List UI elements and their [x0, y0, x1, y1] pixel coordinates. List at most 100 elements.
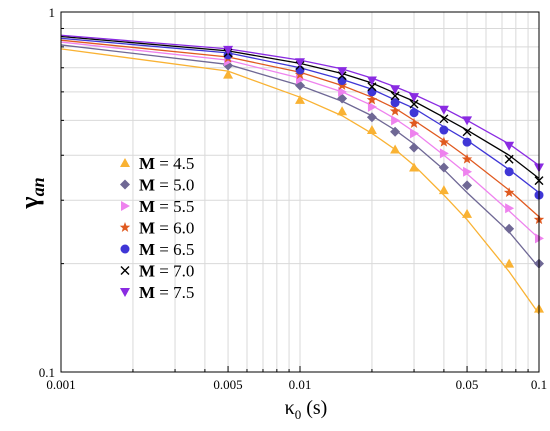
- data-point: [438, 136, 450, 147]
- legend-marker: [119, 222, 131, 232]
- legend-label-bold: M: [139, 176, 155, 195]
- legend-label-rest: = 5.5: [155, 197, 194, 216]
- data-point: [463, 166, 473, 177]
- data-point: [223, 69, 234, 79]
- data-point: [409, 99, 419, 109]
- legend-marker: [120, 288, 130, 297]
- x-axis-title-unit: (s): [301, 397, 327, 419]
- legend-label: M = 5.5: [139, 197, 194, 216]
- data-point: [410, 128, 420, 139]
- data-point: [462, 208, 473, 218]
- data-point: [462, 127, 472, 137]
- legend-marker: [120, 266, 130, 275]
- y-tick-label: 0.1: [39, 365, 55, 380]
- data-point: [439, 125, 449, 135]
- data-point: [295, 94, 305, 104]
- data-point: [504, 141, 515, 151]
- legend-item: M = 4.5: [120, 154, 194, 173]
- legend-marker: [120, 244, 130, 254]
- x-tick-label: 0.01: [289, 377, 312, 392]
- y-tick-label: 1: [49, 5, 56, 20]
- legend-label: M = 7.0: [139, 262, 194, 281]
- data-point: [390, 98, 400, 108]
- data-point: [366, 94, 378, 105]
- data-point: [462, 116, 473, 126]
- legend-label-bold: M: [139, 240, 155, 259]
- legend-marker: [121, 201, 130, 211]
- y-tick-labels: 0.11: [39, 5, 55, 380]
- data-point: [438, 185, 449, 195]
- data-point: [438, 105, 449, 115]
- x-tick-label: 0.05: [456, 377, 479, 392]
- data-point: [504, 258, 515, 268]
- y-axis-title-sub: an: [28, 177, 48, 196]
- data-point: [366, 125, 377, 135]
- data-point: [505, 203, 515, 214]
- x-axis-title: κ0 (s): [285, 397, 328, 422]
- y-axis-title: γan: [15, 177, 48, 209]
- data-point: [462, 180, 473, 191]
- legend-item: M = 6.5: [120, 240, 194, 259]
- x-axis-title-sub: 0: [295, 407, 302, 422]
- data-point: [390, 144, 401, 154]
- data-point: [223, 60, 234, 71]
- data-points: [222, 45, 545, 313]
- legend-label-bold: M: [139, 219, 155, 238]
- legend-label: M = 7.5: [139, 283, 194, 302]
- data-point: [409, 142, 420, 153]
- x-tick-labels: 0.001 0.005 0.01 0.05 0.1: [46, 377, 547, 392]
- legend-label-rest: = 6.5: [155, 240, 194, 259]
- legend-item: M = 6.0: [119, 219, 194, 238]
- legend-marker: [120, 158, 130, 167]
- legend-label: M = 6.0: [139, 219, 194, 238]
- data-point: [409, 162, 420, 172]
- legend-label-rest: = 4.5: [155, 154, 194, 173]
- data-point: [295, 58, 305, 68]
- data-point: [504, 223, 515, 234]
- legend-label-bold: M: [139, 154, 155, 173]
- data-point: [367, 82, 377, 92]
- data-point: [462, 137, 472, 147]
- legend-label-rest: = 5.0: [155, 176, 194, 195]
- data-point: [367, 101, 377, 112]
- legend-label: M = 6.5: [139, 240, 194, 259]
- data-point: [367, 87, 377, 97]
- legend-label-rest: = 7.5: [155, 283, 194, 302]
- data-point: [503, 187, 515, 198]
- data-point: [338, 86, 348, 97]
- data-point: [461, 153, 473, 164]
- data-point: [438, 162, 449, 173]
- legend-label-bold: M: [139, 262, 155, 281]
- legend-label-rest: = 7.0: [155, 262, 194, 281]
- data-point: [408, 118, 420, 128]
- legend-label-bold: M: [139, 197, 155, 216]
- legend-item: M = 5.0: [120, 176, 194, 195]
- data-point: [391, 115, 401, 126]
- legend-label: M = 5.0: [139, 176, 194, 195]
- legend-marker: [120, 179, 130, 190]
- legend-item: M = 7.5: [120, 283, 194, 302]
- data-point: [390, 85, 401, 95]
- x-tick-label: 0.1: [531, 377, 547, 392]
- data-point: [504, 154, 514, 164]
- data-point: [390, 126, 401, 137]
- data-point: [366, 112, 377, 123]
- data-point: [223, 45, 234, 55]
- legend-item: M = 7.0: [120, 262, 194, 281]
- legend-label-bold: M: [139, 283, 155, 302]
- data-point: [337, 106, 348, 116]
- data-point: [223, 50, 233, 60]
- x-tick-label: 0.001: [46, 377, 75, 392]
- data-point: [439, 148, 449, 159]
- y-axis-title-main: γ: [15, 196, 44, 209]
- data-point: [389, 105, 401, 116]
- data-point: [337, 67, 348, 77]
- x-tick-label: 0.005: [213, 377, 242, 392]
- data-point: [439, 114, 449, 124]
- legend-label-rest: = 6.0: [155, 219, 194, 238]
- data-point: [337, 76, 347, 86]
- data-point: [504, 167, 514, 177]
- x-axis-title-main: κ: [285, 397, 295, 419]
- data-point: [409, 108, 419, 118]
